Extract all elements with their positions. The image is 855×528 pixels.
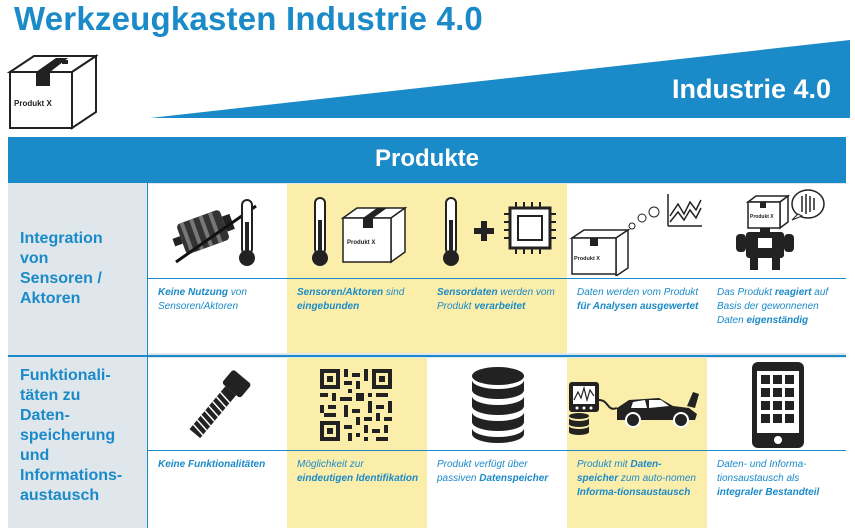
cell-text-bold: Datenspeicher	[479, 473, 549, 484]
cell-text-span: sind	[383, 287, 405, 298]
car-diagnostic-icon	[569, 382, 699, 435]
cell-text-bold: eindeutigen Identifikation	[297, 473, 419, 484]
cell-text-bold: integraler Bestandteil	[717, 487, 820, 498]
row-label-line: speicherung	[20, 427, 116, 444]
cell-text-span: Produkt verfügt über passiven	[437, 459, 528, 484]
row-label-line: von	[20, 250, 49, 267]
cell-text-span: Das Produkt	[717, 287, 775, 298]
cell-text-span: Daten werden vom Produkt	[577, 287, 699, 298]
header-title: Produkte	[374, 145, 479, 172]
row-label-line: Funktionali-	[20, 367, 111, 384]
cell-text-bold: Keine Nutzung	[158, 287, 228, 298]
cell-text-bold: eigenständig	[746, 315, 809, 326]
row-label-line: und	[20, 447, 50, 464]
row-label-line: Integration	[20, 230, 103, 247]
bolt-icon	[189, 370, 251, 439]
cell-text-bold: Informa-tionsaustausch	[577, 487, 691, 498]
grid-line	[8, 355, 846, 357]
row-label-line: Sensoren /	[20, 270, 102, 287]
cell-text-span: werden vom Produkt	[437, 287, 555, 312]
cell-text-span: Produkt mit	[577, 459, 631, 470]
header-bar: Produkte	[8, 137, 846, 183]
cell-text-r1c5: Das Produkt reagiert auf Basis der gewon…	[707, 279, 846, 353]
qr-code-icon	[320, 369, 392, 441]
cell-text-r1c3: Sensordaten werden vom Produkt verarbeit…	[427, 279, 567, 353]
page-title: Werkzeugkasten Industrie 4.0	[14, 0, 483, 37]
cell-text-span: Möglichkeit zur	[297, 459, 364, 470]
row-label-line: Informations-	[20, 467, 123, 484]
row-label-line: Aktoren	[20, 290, 81, 307]
cell-text-bold: für Analysen ausgewertet	[577, 301, 699, 312]
cell-text-span: von Sensoren/Aktoren	[158, 287, 247, 312]
no-sensor-icon	[172, 199, 257, 266]
box-analysis-icon: Produkt X	[570, 194, 702, 276]
banner-title: Industrie 4.0	[671, 74, 831, 104]
box-label: Produkt X	[14, 99, 52, 108]
svg-text:Produkt X: Produkt X	[347, 240, 375, 246]
grid-line	[148, 450, 846, 451]
svg-text:Produkt X: Produkt X	[750, 214, 774, 220]
svg-text:Produkt X: Produkt X	[574, 256, 600, 262]
cell-text-r2c5: Daten- und Informa-tionsaustausch als in…	[707, 451, 846, 528]
cell-text-r2c4: Produkt mit Daten-speicher zum auto-nome…	[567, 451, 707, 528]
cell-text-r2c2: Möglichkeit zur eindeutigen Identifikati…	[287, 451, 427, 528]
cell-text-bold: verarbeitet	[474, 301, 526, 312]
cell-text-r1c2: Sensoren/Aktoren sind eingebunden	[287, 279, 427, 353]
cell-text-bold: eingebunden	[297, 301, 360, 312]
thermometer-box-icon: Produkt X	[312, 197, 408, 266]
row-label-sensors: Integration von Sensoren / Aktoren	[20, 229, 103, 309]
row-label-functions: Funktionali-täten zu Daten-speicherung und…	[20, 366, 122, 506]
cell-text-span: Daten- und Informa-tionsaustausch als	[717, 459, 807, 484]
cell-text-r2c3: Produkt verfügt über passiven Datenspeic…	[427, 451, 567, 528]
cell-text-r1c4: Daten werden vom Produkt für Analysen au…	[567, 279, 707, 353]
row-label-line: Daten-	[20, 407, 70, 424]
cell-text-bold: Sensoren/Aktoren	[297, 287, 384, 298]
database-icon	[472, 367, 524, 443]
cell-text-span: auf Basis der gewonnenen Daten	[717, 287, 829, 326]
product-box-icon: Produkt X	[6, 54, 98, 130]
cell-text-bold: Sensordaten	[437, 287, 498, 298]
grid-line	[148, 278, 846, 279]
banner-shape	[150, 40, 850, 118]
cell-text-span: zum auto-nomen	[618, 473, 696, 484]
smartphone-icon	[752, 362, 804, 448]
row-label-line: täten zu	[20, 387, 81, 404]
cell-text-bold: reagiert	[774, 287, 812, 298]
cell-text-r1c1: Keine Nutzung von Sensoren/Aktoren	[148, 279, 287, 353]
cell-text-bold: Daten-speicher	[577, 459, 662, 484]
cell-text-r2c1: Keine Funktionalitäten	[148, 451, 287, 528]
thermometer-chip-icon	[443, 197, 556, 266]
robot-icon: Produkt X	[736, 189, 825, 270]
row-label-line: austausch	[20, 487, 100, 504]
cell-text-bold: Keine Funktionalitäten	[158, 459, 266, 470]
